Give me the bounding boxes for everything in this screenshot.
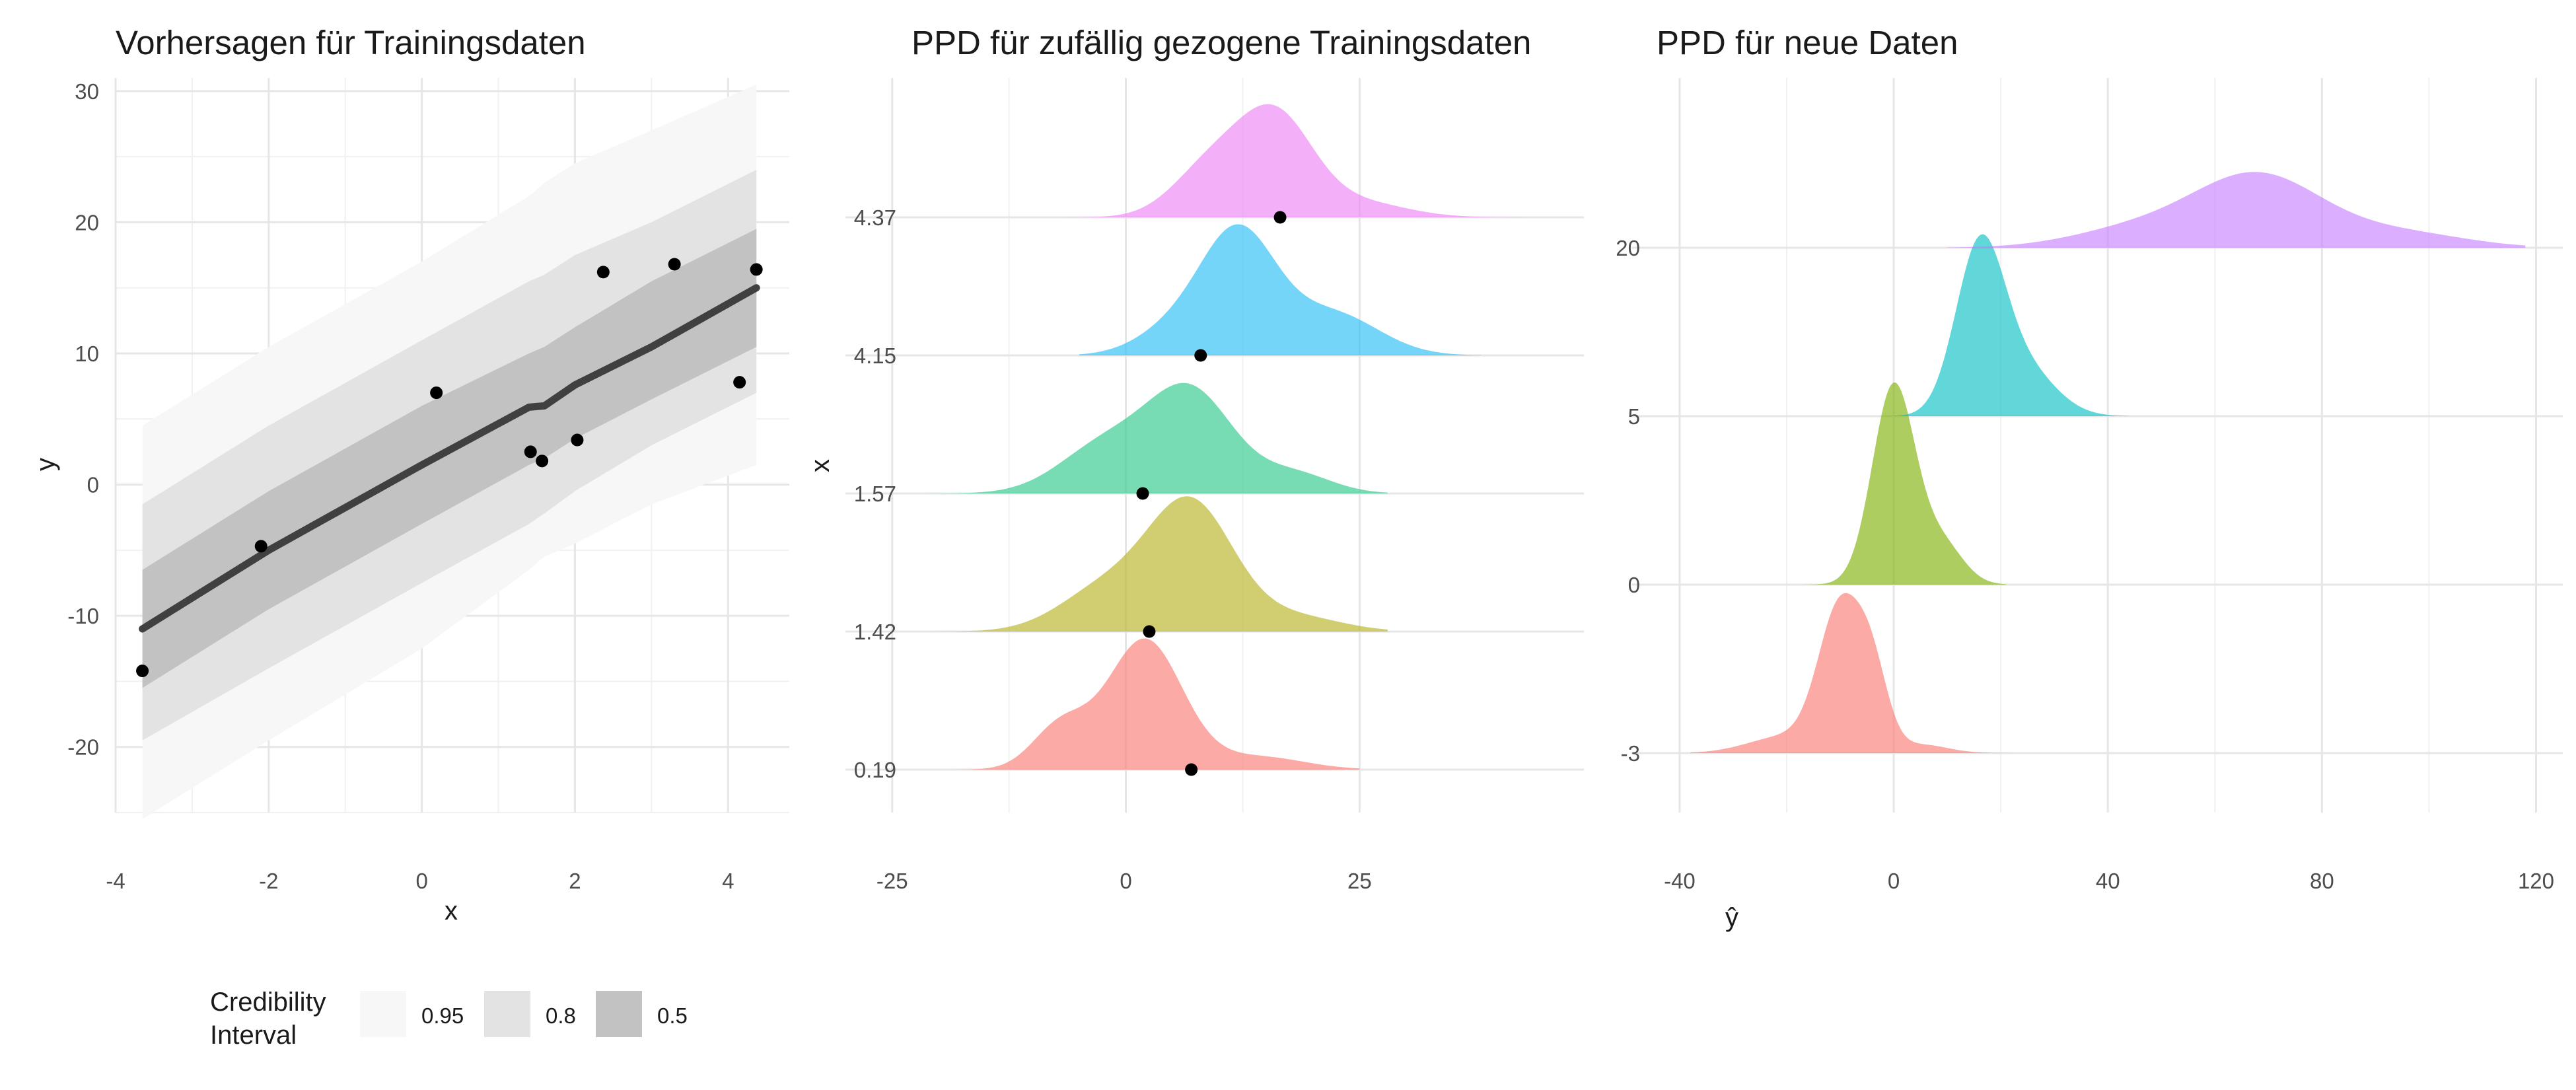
x-tick-label-40: -40 xyxy=(1664,869,1696,893)
y-tick-label-20: 20 xyxy=(1616,236,1640,260)
legend-swatch-095 xyxy=(360,991,406,1037)
y-tick-label-20: 20 xyxy=(75,210,99,235)
panel-3-title: PPD für neue Daten xyxy=(1657,24,1958,61)
panel-1-x-label: x xyxy=(445,896,458,926)
data-point xyxy=(136,665,149,678)
y-tick-label-10: 10 xyxy=(75,342,99,366)
panel-training-predictions: Vorhersagen für Trainingsdaten -4 -2 0 2 4-2… xyxy=(31,24,789,1050)
y-tick-label-20: -20 xyxy=(67,735,99,760)
panel-3-tick-labels: -40 0 40 80 120 -3 0 5 20 xyxy=(1616,236,2554,893)
panel-3-grid xyxy=(1631,78,2563,813)
y-tick-label-1-57: 1.57 xyxy=(854,482,896,506)
legend-label-095: 0.95 xyxy=(421,1003,464,1028)
legend: Credibility Interval 0.95 0.8 0.5 xyxy=(210,988,688,1050)
data-point xyxy=(536,454,549,468)
density-ridge-1-42 xyxy=(892,496,1388,632)
x-tick-label-120: 120 xyxy=(2518,869,2554,893)
density-ridge-5 xyxy=(1845,234,2129,416)
median-line xyxy=(139,284,760,633)
panel-3-x-label: ŷ xyxy=(1725,903,1738,932)
x-tick-label-2: 2 xyxy=(569,869,581,893)
panel-1-title: Vorhersagen für Trainingsdaten xyxy=(116,24,586,61)
legend-swatch-05 xyxy=(596,991,642,1037)
y-tick-label-3: -3 xyxy=(1621,741,1640,766)
panel-ppd-new-data: PPD für neue Daten -40 0 40 80 120 -3 0 5 20 ŷ xyxy=(1616,24,2563,932)
observed-points xyxy=(136,258,763,678)
x-tick-label-0: 0 xyxy=(1120,869,1131,893)
legend-swatch-08 xyxy=(484,991,530,1037)
y-tick-label-10: -10 xyxy=(67,604,99,628)
data-point xyxy=(571,433,584,447)
x-tick-label-80: 80 xyxy=(2310,869,2334,893)
x-tick-label-25: 25 xyxy=(1347,869,1372,893)
panel-2-tick-labels: -25 0 25 0.19 1.42 1.57 4.15 4.37 xyxy=(854,205,1372,893)
observed-point-0-19 xyxy=(1185,763,1198,776)
legend-title-line-2: Interval xyxy=(210,1021,297,1050)
data-point xyxy=(430,386,443,400)
density-ridge-3 xyxy=(1690,593,2028,753)
legend-label-08: 0.8 xyxy=(546,1003,576,1028)
y-tick-label-1-42: 1.42 xyxy=(854,620,896,644)
data-point xyxy=(750,263,763,276)
density-ridge-20 xyxy=(1947,172,2526,248)
observed-point-4-15 xyxy=(1194,349,1207,362)
density-ridge-0-19 xyxy=(920,638,1360,770)
density-ridge-1-57 xyxy=(864,382,1388,493)
density-ridge-0 xyxy=(1775,382,2007,585)
y-tick-label-4-15: 4.15 xyxy=(854,344,896,368)
x-tick-label-2: -2 xyxy=(259,869,278,893)
panel-1-y-label: y xyxy=(31,458,60,471)
data-point xyxy=(596,266,610,279)
y-tick-label-0: 0 xyxy=(1628,573,1640,597)
data-point xyxy=(668,258,681,271)
observed-point-1-57 xyxy=(1136,487,1149,500)
density-ridge-4-37 xyxy=(995,104,1547,217)
ribbon-0-5 xyxy=(142,229,757,688)
data-point xyxy=(733,376,746,389)
panel-2-density-ridges xyxy=(864,104,1547,776)
x-tick-label-25: -25 xyxy=(877,869,908,893)
density-ridge-4-15 xyxy=(1079,224,1482,355)
x-tick-label-4: 4 xyxy=(722,869,734,893)
x-tick-label-0: 0 xyxy=(1888,869,1900,893)
data-point xyxy=(254,540,268,553)
y-tick-label-0: 0 xyxy=(87,473,99,497)
observed-point-1-42 xyxy=(1143,625,1156,638)
panel-ppd-training: PPD für zufällig gezogene Trainingsdaten… xyxy=(806,24,1584,893)
x-tick-label-0: 0 xyxy=(415,869,427,893)
legend-title-line-1: Credibility xyxy=(210,988,326,1017)
panel-3-density-ridges xyxy=(1690,172,2526,753)
panel-2-y-label: x xyxy=(806,459,835,472)
y-tick-label-4-37: 4.37 xyxy=(854,205,896,230)
observed-point-4-37 xyxy=(1273,211,1287,224)
y-tick-label-5: 5 xyxy=(1628,404,1640,429)
x-tick-label-4: -4 xyxy=(106,869,125,893)
y-tick-label-0-19: 0.19 xyxy=(854,758,896,782)
y-tick-label-30: 30 xyxy=(75,79,99,104)
series-line-0 xyxy=(139,284,760,633)
panel-2-title: PPD für zufällig gezogene Trainingsdaten xyxy=(912,24,1531,61)
data-point xyxy=(524,445,537,458)
legend-label-05: 0.5 xyxy=(657,1003,688,1028)
x-tick-label-40: 40 xyxy=(2096,869,2120,893)
